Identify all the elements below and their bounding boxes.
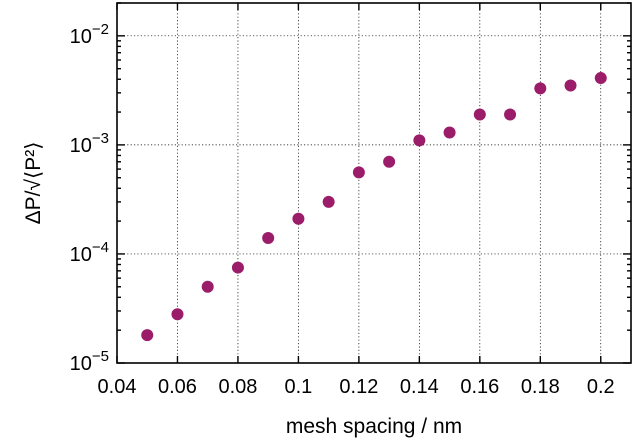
x-tick-label: 0.08 xyxy=(218,376,257,398)
x-tick-label: 0.06 xyxy=(158,376,197,398)
data-point xyxy=(292,212,305,225)
data-point xyxy=(564,79,577,92)
y-tick-label: 10−5 xyxy=(70,348,109,375)
y-axis-label: ΔP/√⟨P²⟩ xyxy=(22,142,45,225)
data-point xyxy=(171,308,184,321)
data-point xyxy=(231,261,244,274)
data-point xyxy=(413,134,426,147)
y-tick-label: 10−3 xyxy=(70,130,109,157)
x-tick-label: 0.2 xyxy=(587,376,615,398)
x-tick-label: 0.04 xyxy=(98,376,137,398)
x-tick-label: 0.16 xyxy=(460,376,499,398)
data-point xyxy=(322,195,335,208)
x-tick-label: 0.18 xyxy=(521,376,560,398)
data-point xyxy=(141,329,154,342)
data-point xyxy=(352,166,365,179)
x-tick-label: 0.14 xyxy=(400,376,439,398)
y-tick-labels: 10−5 10−4 10−3 10−2 xyxy=(70,21,109,375)
grid xyxy=(117,3,631,363)
y-tick-label: 10−2 xyxy=(70,21,109,48)
y-tick-label: 10−4 xyxy=(70,239,109,266)
data-point xyxy=(262,232,275,245)
data-point xyxy=(504,108,517,121)
x-tick-label: 0.12 xyxy=(339,376,378,398)
data-point xyxy=(473,108,486,121)
data-point xyxy=(383,155,396,168)
plot-frame xyxy=(116,2,632,364)
x-tick-labels: 0.04 0.06 0.08 0.1 0.12 0.14 0.16 0.18 0.2 xyxy=(98,376,615,398)
data-point xyxy=(443,126,456,139)
x-tick-label: 0.1 xyxy=(285,376,313,398)
data-points xyxy=(141,72,607,342)
data-point xyxy=(201,280,214,293)
data-point xyxy=(534,82,547,95)
data-point xyxy=(594,72,607,85)
ticks xyxy=(116,2,631,364)
x-axis-label: mesh spacing / nm xyxy=(286,415,462,438)
